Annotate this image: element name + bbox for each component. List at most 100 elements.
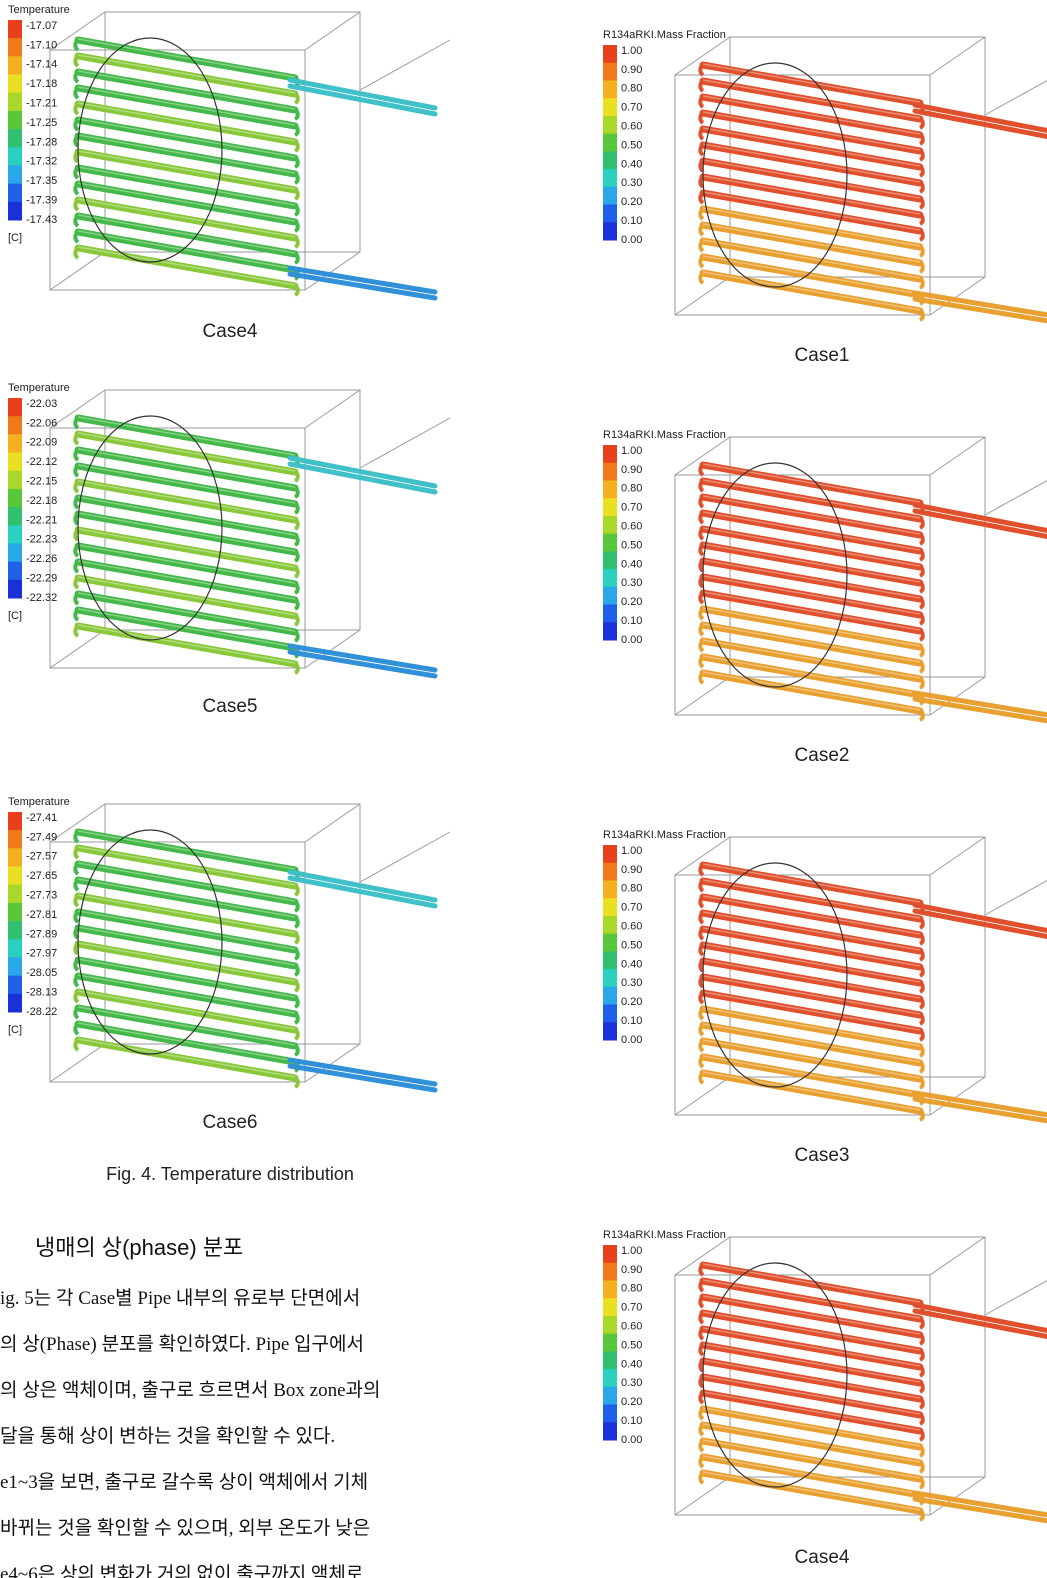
colorbar-segment <box>603 951 617 969</box>
pipe-bend <box>700 81 703 91</box>
colorbar-segment <box>603 63 617 81</box>
pipe-bend <box>75 562 78 572</box>
pipe-bend <box>920 1351 923 1360</box>
colorbar-segment <box>8 184 22 203</box>
pipe-bend <box>295 110 298 119</box>
pipe-bend <box>700 1313 703 1323</box>
pipe-bend <box>920 919 923 928</box>
pipe-bend <box>295 982 298 991</box>
colorbar-segment <box>8 56 22 75</box>
pipe-bend <box>700 1457 703 1467</box>
pipe-bend <box>295 238 298 247</box>
pipe-bend <box>920 1479 923 1488</box>
pipe-bend <box>75 232 78 242</box>
legend-label: 0.20 <box>621 196 642 208</box>
legend-label: 0.70 <box>621 102 642 114</box>
colorbar-segment <box>8 976 22 995</box>
pipe-bend <box>920 631 923 640</box>
legend-label: 0.60 <box>621 521 642 533</box>
pipe-bend <box>700 1041 703 1051</box>
pipe-bend <box>700 1329 703 1339</box>
pipe-bend <box>295 902 298 911</box>
pipe-bend <box>295 616 298 625</box>
pipe-bend <box>920 1031 923 1040</box>
paragraph-line: e1~3을 보면, 출구로 갈수록 상이 액체에서 기체 <box>0 1460 380 1506</box>
colorbar-segment <box>603 463 617 481</box>
pipe-bend <box>75 498 78 508</box>
legend-label: -27.97 <box>26 948 57 960</box>
pipe-bend <box>75 578 78 588</box>
legend-label: -27.57 <box>26 851 57 863</box>
simulation-image: R134aRKI.Mass Fraction1.000.900.800.700.… <box>595 825 1047 1145</box>
pipe-bend <box>700 529 703 539</box>
pipe-bend <box>700 945 703 955</box>
pipe-bend <box>295 190 298 199</box>
legend-label: 0.90 <box>621 1264 642 1276</box>
pipe-bend <box>920 1335 923 1344</box>
legend-label: -27.73 <box>26 890 57 902</box>
colorbar-segment <box>603 80 617 98</box>
colorbar-segment <box>603 445 617 463</box>
pipe-bend <box>75 1040 78 1050</box>
colorbar-segment <box>8 994 22 1013</box>
pipe-bend <box>700 209 703 219</box>
pipe-bend <box>700 497 703 507</box>
pipe-bend <box>700 129 703 139</box>
legend-title: Temperature <box>8 4 70 16</box>
colorbar-segment <box>603 934 617 952</box>
pipe-bend <box>295 504 298 513</box>
legend-label: 0.90 <box>621 64 642 76</box>
pipe-bend <box>295 934 298 943</box>
colorbar-segment <box>603 1298 617 1316</box>
pipe-bend <box>700 513 703 523</box>
pipe-bend <box>75 610 78 620</box>
colorbar-segment <box>8 507 22 526</box>
legend-label: 0.30 <box>621 577 642 589</box>
page: Fig. 4. Temperature distribution 냉매의 상(p… <box>0 0 1047 1578</box>
pipe-bend <box>920 215 923 224</box>
legend-label: -22.06 <box>26 417 57 429</box>
pipe-bend <box>920 247 923 256</box>
pipe-bend <box>700 481 703 491</box>
pipe-extension <box>915 1093 1047 1117</box>
legend-label: 0.70 <box>621 902 642 914</box>
pipe-bend <box>75 896 78 906</box>
pipe-bend <box>920 1399 923 1408</box>
pipe-bend <box>700 1281 703 1291</box>
colorbar-segment <box>603 498 617 516</box>
pipe-bend <box>920 1015 923 1024</box>
pipe-bend <box>75 912 78 922</box>
simulation-image: Temperature-22.03-22.06-22.09-22.12-22.1… <box>0 378 455 698</box>
legend-title: Temperature <box>8 796 70 808</box>
pipe-highlight <box>78 39 295 77</box>
pipe-bend <box>700 609 703 619</box>
pipe-bend <box>700 625 703 635</box>
legend-label: -27.81 <box>26 909 57 921</box>
pipe-bend <box>920 999 923 1008</box>
pipe-highlight <box>703 1264 920 1302</box>
figure-caption: Fig. 4. Temperature distribution <box>80 1164 380 1185</box>
box-edge <box>930 1237 985 1275</box>
pipe-bend <box>700 993 703 1003</box>
pipe-extension <box>290 872 435 900</box>
pipe-bend <box>75 450 78 460</box>
pipe-extension <box>290 458 435 486</box>
axis-line <box>985 465 1047 515</box>
pipe-bend <box>920 935 923 944</box>
pipe-extension <box>290 86 435 114</box>
pipe-bend <box>75 976 78 986</box>
pipe-bend <box>700 1297 703 1307</box>
pipe-extension <box>915 1305 1047 1333</box>
pipe-bend <box>75 88 78 98</box>
colorbar-segment <box>603 98 617 116</box>
legend-label: -17.07 <box>26 20 57 32</box>
legend-label: -22.12 <box>26 456 57 468</box>
pipe-bend <box>700 113 703 123</box>
pipe-bend <box>700 913 703 923</box>
colorbar-segment <box>603 587 617 605</box>
colorbar-segment <box>603 45 617 63</box>
legend-label: 0.40 <box>621 558 642 570</box>
box-edge <box>305 804 360 842</box>
legend-label: 0.50 <box>621 139 642 151</box>
simulation-image: R134aRKI.Mass Fraction1.000.900.800.700.… <box>595 1225 1047 1545</box>
